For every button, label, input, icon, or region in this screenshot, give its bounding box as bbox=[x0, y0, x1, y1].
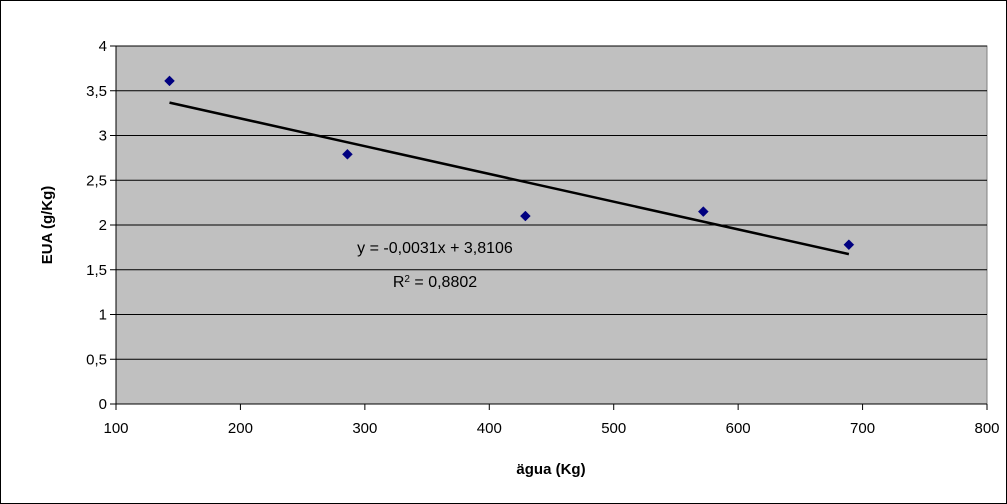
x-tick-label: 200 bbox=[228, 420, 253, 437]
x-tick-label: 400 bbox=[477, 420, 502, 437]
x-tick-labels: 100 200 300 400 500 600 700 800 bbox=[103, 420, 999, 437]
y-tick-label: 3 bbox=[99, 128, 107, 145]
data-points bbox=[164, 75, 855, 251]
y-tick-label: 2,5 bbox=[86, 172, 107, 189]
x-tick-label: 800 bbox=[974, 420, 999, 437]
trendline-line bbox=[169, 101, 850, 256]
x-tick-label: 700 bbox=[850, 420, 875, 437]
axes bbox=[110, 45, 988, 410]
data-point bbox=[342, 148, 353, 160]
y-tick-label: 1 bbox=[99, 307, 107, 324]
x-tick-label: 300 bbox=[352, 420, 377, 437]
x-tick-label: 100 bbox=[103, 420, 128, 437]
y-tick-label: 0,5 bbox=[86, 351, 107, 368]
data-point bbox=[520, 210, 531, 222]
data-point bbox=[697, 206, 709, 217]
trendline bbox=[169, 101, 850, 256]
y-tick-label: 1,5 bbox=[86, 262, 107, 279]
gridlines bbox=[116, 45, 987, 360]
y-tick-label: 2 bbox=[99, 217, 107, 234]
data-point bbox=[843, 239, 855, 251]
x-tick-label: 600 bbox=[726, 420, 751, 437]
data-point bbox=[164, 75, 175, 87]
trendline-equation: y = -0,0031x + 3,8106 bbox=[357, 240, 513, 257]
y-tick-label: 0 bbox=[99, 396, 107, 413]
x-tick-label: 500 bbox=[601, 420, 626, 437]
y-tick-labels: 0 0,5 1 1,5 2 2,5 3 3,5 4 bbox=[86, 38, 107, 413]
y-axis-title: EUA (g/Kg) bbox=[39, 186, 56, 265]
x-axis-title: ägua (Kg) bbox=[516, 461, 585, 478]
y-tick-label: 4 bbox=[99, 38, 107, 55]
y-tick-label: 3,5 bbox=[86, 83, 107, 100]
trendline-r-squared: R2 = 0,8802 bbox=[393, 274, 477, 292]
